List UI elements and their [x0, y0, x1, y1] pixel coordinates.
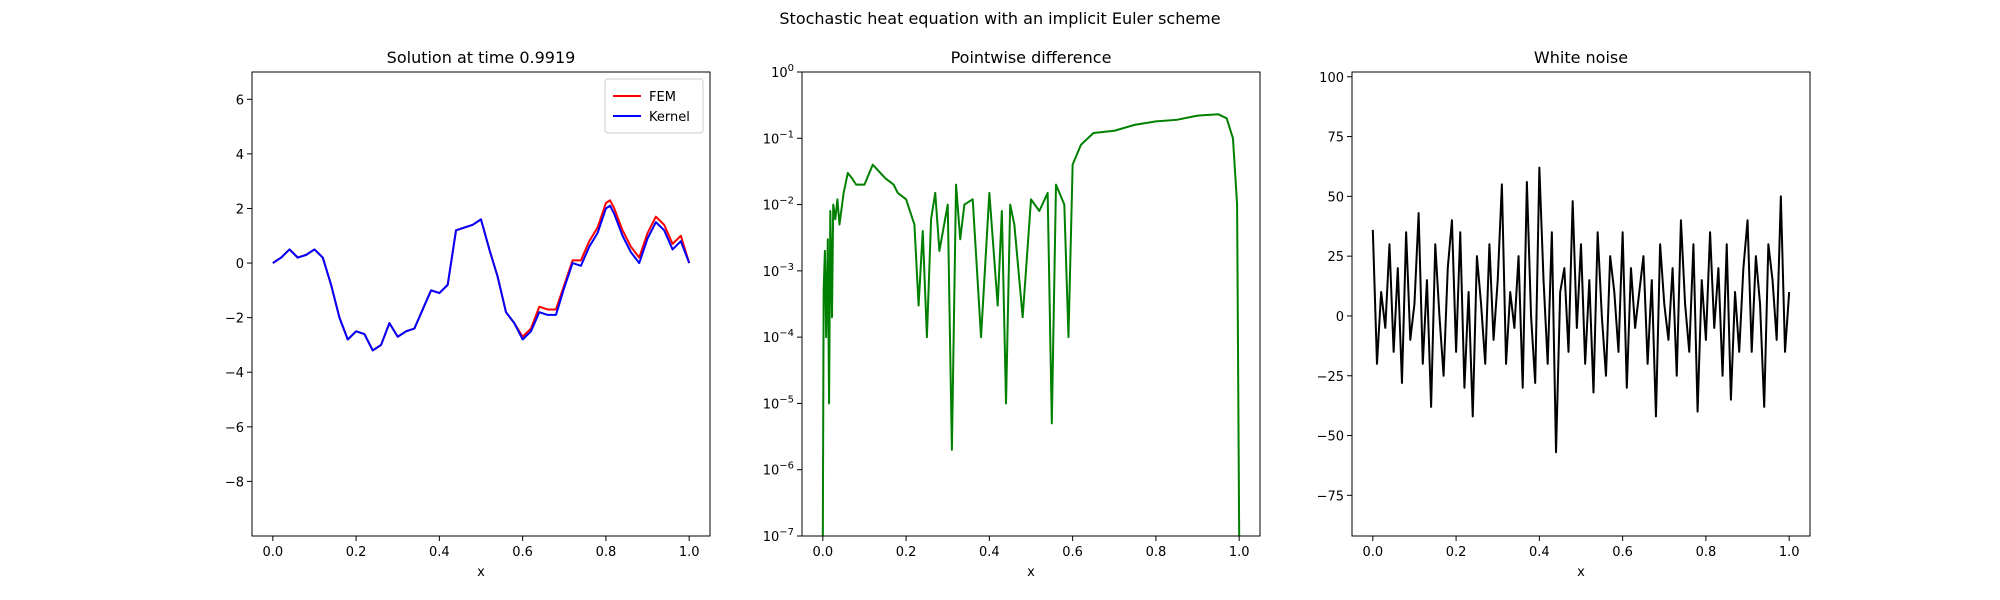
- chart-panel-3: White noise 0.0 0.2 0.4 0.6 0.8 1.0 −75 −50 −25 0 2…: [1317, 48, 1811, 580]
- y-tick-label: −6: [225, 421, 244, 436]
- axes-frame: [251, 71, 711, 537]
- x-axis-label: x: [1577, 565, 1585, 580]
- y-tick-label: 75: [1327, 131, 1344, 146]
- y-tick-label: 100: [1319, 71, 1344, 86]
- chart-panel-1: Solution at time 0.9919 0.0 0.2 0.4 0.6 0.8 1.…: [225, 48, 711, 580]
- x-tick-label: 0.4: [1529, 545, 1550, 560]
- x-tick-label: 1.0: [679, 545, 700, 560]
- y-tick-label: 10−7: [763, 527, 794, 545]
- y-tick-label: −75: [1317, 489, 1344, 504]
- series-line-1: [821, 113, 1241, 536]
- chart-panel-2: Pointwise difference 0.0 0.2 0.4 0.6 0.8 1.0 10…: [763, 48, 1261, 580]
- y-tick-label: 2: [236, 202, 244, 217]
- y-tick-label: 100: [771, 63, 794, 81]
- x-tick-label: 0.8: [596, 545, 617, 560]
- x-tick-label: 0.4: [429, 545, 450, 560]
- x-tick-label: 0.4: [979, 545, 1000, 560]
- x-tick-label: 0.0: [262, 545, 283, 560]
- series-line-1: [1371, 166, 1791, 454]
- y-tick-label: 10−6: [763, 461, 794, 479]
- y-tick-label: −50: [1317, 430, 1344, 445]
- x-tick-label: 0.0: [812, 545, 833, 560]
- plot-area: [272, 199, 691, 352]
- plot-area: [821, 113, 1241, 536]
- legend-label-fem: FEM: [649, 90, 676, 105]
- figure-title: Stochastic heat equation with an implici…: [779, 9, 1220, 28]
- y-tick-label: 10−4: [763, 328, 794, 346]
- x-tick-label: 0.8: [1696, 545, 1717, 560]
- y-tick-label: 10−3: [763, 262, 794, 280]
- y-tick-label: 25: [1327, 250, 1344, 265]
- x-axis-label: x: [1027, 565, 1035, 580]
- x-tick-label: 0.6: [512, 545, 533, 560]
- axes-frame: [801, 71, 1261, 537]
- panels: Solution at time 0.9919 0.0 0.2 0.4 0.6 0.8 1.…: [225, 48, 1811, 580]
- chart-title: White noise: [1534, 48, 1628, 67]
- series-line-kernel: [272, 204, 691, 352]
- y-tick-label: 10−5: [763, 394, 794, 412]
- x-tick-label: 0.0: [1362, 545, 1383, 560]
- chart-title: Pointwise difference: [951, 48, 1112, 67]
- x-tick-label: 0.6: [1062, 545, 1083, 560]
- y-tick-label: 50: [1327, 190, 1344, 205]
- y-tick-label: 4: [236, 148, 244, 163]
- plot-area: [1371, 166, 1791, 454]
- legend-label-kernel: Kernel: [649, 110, 690, 125]
- x-tick-label: 1.0: [1779, 545, 1800, 560]
- y-tick-label: 0: [1336, 310, 1344, 325]
- x-tick-label: 0.6: [1612, 545, 1633, 560]
- legend-box: [604, 78, 704, 134]
- x-tick-label: 0.2: [346, 545, 367, 560]
- chart-title: Solution at time 0.9919: [387, 48, 576, 67]
- x-tick-label: 0.2: [896, 545, 917, 560]
- legend: FEM Kernel: [604, 78, 704, 134]
- y-tick-label: −2: [225, 312, 244, 327]
- y-tick-label: 10−2: [763, 196, 794, 214]
- axes-frame: [1351, 71, 1811, 537]
- x-tick-label: 1.0: [1229, 545, 1250, 560]
- y-tick-label: 0: [236, 257, 244, 272]
- y-tick-label: −8: [225, 475, 244, 490]
- y-tick-label: −4: [225, 366, 244, 381]
- x-axis-label: x: [477, 565, 485, 580]
- x-tick-label: 0.8: [1146, 545, 1167, 560]
- y-tick-label: 10−1: [763, 129, 794, 147]
- y-tick-label: 6: [236, 93, 244, 108]
- x-tick-label: 0.2: [1446, 545, 1467, 560]
- y-tick-label: −25: [1317, 370, 1344, 385]
